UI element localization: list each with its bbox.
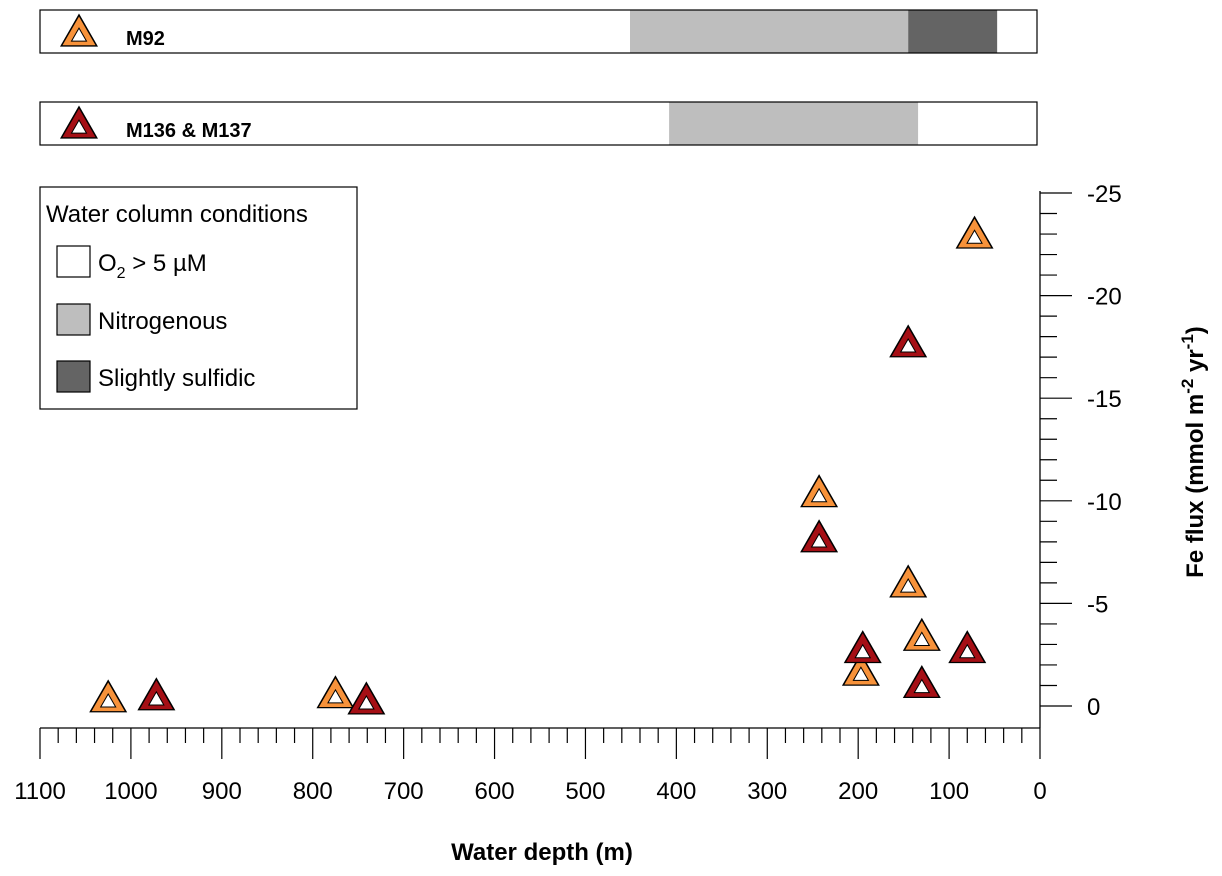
x-tick-label: 900 — [202, 778, 242, 805]
cruise-condition-bars: M92 M136 & M137 — [39, 9, 1040, 146]
cruise-bar-1: M92 — [39, 9, 1040, 54]
legend-label: Nitrogenous — [98, 308, 227, 335]
data-point-marker — [347, 681, 386, 715]
bar-segment — [40, 10, 630, 53]
data-point-marker — [841, 652, 880, 686]
bar-segment — [918, 102, 1040, 145]
x-tick-label: 700 — [384, 778, 424, 805]
cruise-bar-2: M136 & M137 — [39, 101, 1040, 146]
data-point-marker — [800, 474, 839, 508]
x-tick-label: 1000 — [104, 778, 157, 805]
data-point-marker — [89, 679, 128, 713]
legend-label: Slightly sulfidic — [98, 365, 255, 392]
bar-segment — [40, 102, 670, 145]
y-tick-label: -10 — [1087, 489, 1122, 516]
bar-frame — [39, 9, 1038, 54]
legend-swatch — [56, 303, 91, 336]
y-tick-label: -25 — [1087, 181, 1122, 208]
x-tick-label: 100 — [929, 778, 969, 805]
legend-items: O2 > 5 µM Nitrogenous Slightly sulfidic — [56, 245, 255, 393]
x-tick-label: 600 — [475, 778, 515, 805]
legend-item: Slightly sulfidic — [56, 360, 255, 393]
series — [137, 324, 987, 715]
legend-title: Water column conditions — [46, 201, 308, 228]
y-tick-label: 0 — [1087, 694, 1100, 721]
x-tick-label: 400 — [656, 778, 696, 805]
bar-segment — [630, 10, 909, 53]
data-point-marker — [137, 677, 176, 711]
x-axis-title: Water depth (m) — [451, 839, 633, 866]
cruise-marker-icon — [60, 105, 98, 139]
x-tick-label: 1100 — [14, 778, 66, 805]
data-point-marker — [902, 664, 941, 699]
series — [89, 215, 994, 713]
x-tick-label: 800 — [293, 778, 333, 805]
x-tick-label: 0 — [1033, 778, 1046, 805]
axes: 1100 1000 900 800 700 600 500 400 300 200 100 00-5-… — [14, 181, 1121, 805]
data-point-marker — [902, 617, 941, 651]
legend-box: Water column conditions O2 > 5 µM Nitroge… — [39, 186, 358, 410]
data-point-marker — [889, 564, 928, 598]
x-tick-label: 500 — [565, 778, 605, 805]
cruise-marker-icon — [60, 13, 98, 47]
data-points — [89, 215, 994, 715]
cruise-label: M136 & M137 — [126, 120, 252, 142]
legend-label: O2 > 5 µM — [98, 250, 207, 282]
y-tick-label: -5 — [1087, 591, 1108, 618]
x-tick-label: 200 — [838, 778, 878, 805]
bar-segment — [908, 10, 998, 53]
data-point-marker — [843, 630, 882, 664]
y-tick-label: -15 — [1087, 386, 1122, 413]
x-tick-label: 300 — [747, 778, 787, 805]
data-point-marker — [948, 630, 987, 664]
legend-item: Nitrogenous — [56, 303, 227, 336]
data-point-marker — [800, 519, 839, 553]
legend-frame — [39, 186, 358, 410]
y-tick-label: -20 — [1087, 284, 1122, 311]
y-axis-title: Fe flux (mmol m-2 yr-1) — [1178, 326, 1209, 578]
data-point-marker — [889, 324, 928, 358]
legend-item: O2 > 5 µM — [56, 245, 207, 282]
data-point-marker — [316, 675, 355, 709]
legend-swatch — [56, 245, 91, 278]
legend-swatch — [56, 360, 91, 393]
bar-frame — [39, 101, 1038, 146]
data-point-marker — [955, 215, 994, 249]
cruise-label: M92 — [126, 28, 165, 50]
bar-segment — [997, 10, 1040, 53]
bar-segment — [669, 102, 919, 145]
